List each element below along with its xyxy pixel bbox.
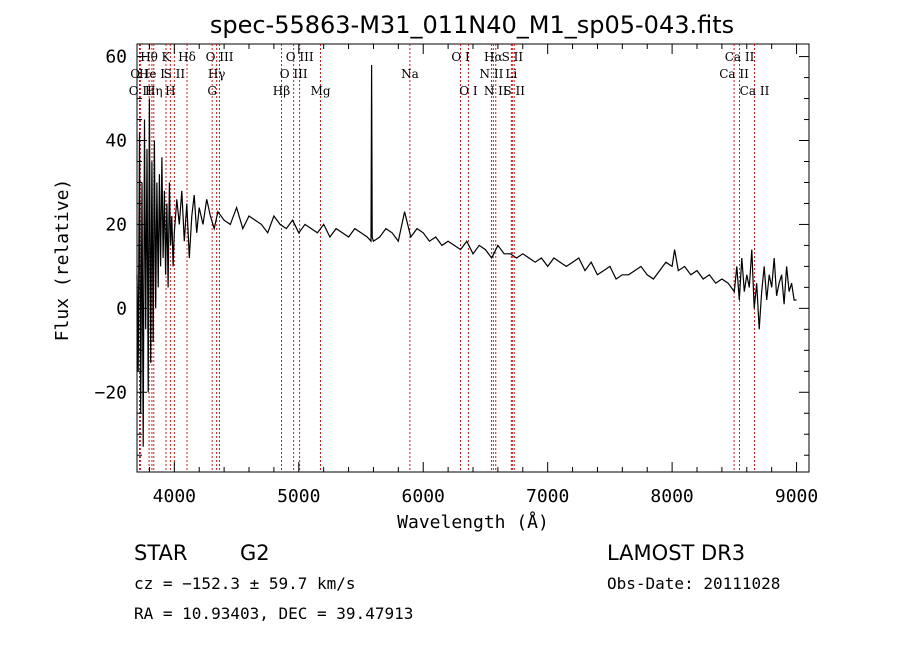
spectral-line-label: H	[165, 84, 175, 98]
spectral-line-label: Hθ	[140, 50, 158, 64]
spectral-line-label: Hη	[145, 84, 163, 98]
spectral-line-label: Na	[401, 67, 419, 81]
x-tick-label: 4000	[153, 486, 196, 507]
y-tick-label: 40	[105, 131, 127, 152]
spectral-line-label: N II	[480, 67, 504, 81]
spectral-line-label: S II	[164, 67, 186, 81]
spectral-line-label: S II	[502, 50, 524, 64]
x-axis-ticks: 4000 5000 6000 7000 8000 9000	[148, 44, 818, 507]
spectral-line-label: Hα	[484, 50, 503, 64]
object-subclass: G2	[240, 541, 270, 565]
spectral-line-label: K	[162, 50, 172, 64]
x-tick-label: 7000	[526, 486, 569, 507]
x-tick-label: 9000	[775, 486, 818, 507]
x-tick-label: 8000	[650, 486, 693, 507]
spectral-line-label: Hδ	[178, 50, 196, 64]
x-tick-label: 6000	[402, 486, 445, 507]
spectral-line-label: Mg	[311, 84, 331, 98]
spectral-line-label: S II	[503, 84, 525, 98]
spectral-line-label: O I	[130, 67, 149, 81]
spectral-line-label: Hβ	[273, 84, 290, 98]
spectral-line-label: He I	[139, 67, 165, 81]
spectral-line-label: O I	[451, 50, 470, 64]
y-axis-ticks: −20 0 20 40 60	[94, 47, 809, 456]
spectral-line-label: Ca II	[719, 67, 749, 81]
chart-title: spec-55863-M31_011N40_M1_sp05-043.fits	[210, 11, 734, 39]
spectral-line-label: O I	[459, 84, 478, 98]
plot-frame	[136, 43, 810, 473]
y-tick-label: 60	[105, 47, 127, 68]
y-tick-label: −20	[94, 382, 127, 403]
spectral-line-labels: O II O I Hθ He I Hη K S II H Hδ O III Hγ G Hβ O III O …	[129, 50, 770, 98]
spectral-line-markers	[139, 44, 755, 472]
spectral-line-label: O III	[206, 50, 234, 64]
plot-border	[136, 43, 810, 473]
spectral-line-label: Li	[505, 67, 517, 81]
object-class: STAR	[134, 541, 187, 565]
survey-name: LAMOST DR3	[607, 541, 745, 565]
x-axis-label: Wavelength (Å)	[397, 511, 549, 533]
coordinates: RA = 10.93403, DEC = 39.47913	[134, 604, 413, 623]
spectral-line-label: O III	[280, 67, 308, 81]
y-axis-label: Flux (relative)	[52, 179, 73, 342]
x-tick-label: 5000	[277, 486, 320, 507]
spectral-line-label: Ca II	[725, 50, 755, 64]
spectral-line-label: N II	[484, 84, 508, 98]
spectral-line-label: Hγ	[208, 67, 226, 81]
observation-date: Obs-Date: 20111028	[607, 574, 780, 593]
spectral-line-label: Ca II	[740, 84, 770, 98]
redshift-velocity: cz = −152.3 ± 59.7 km/s	[134, 574, 356, 593]
spectrum-series-line	[136, 64, 797, 447]
spectral-line-label: O III	[286, 50, 314, 64]
spectral-line-label: G	[207, 84, 217, 98]
spectral-line-label: O II	[129, 84, 152, 98]
y-tick-label: 20	[105, 214, 127, 235]
y-tick-label: 0	[116, 298, 127, 319]
